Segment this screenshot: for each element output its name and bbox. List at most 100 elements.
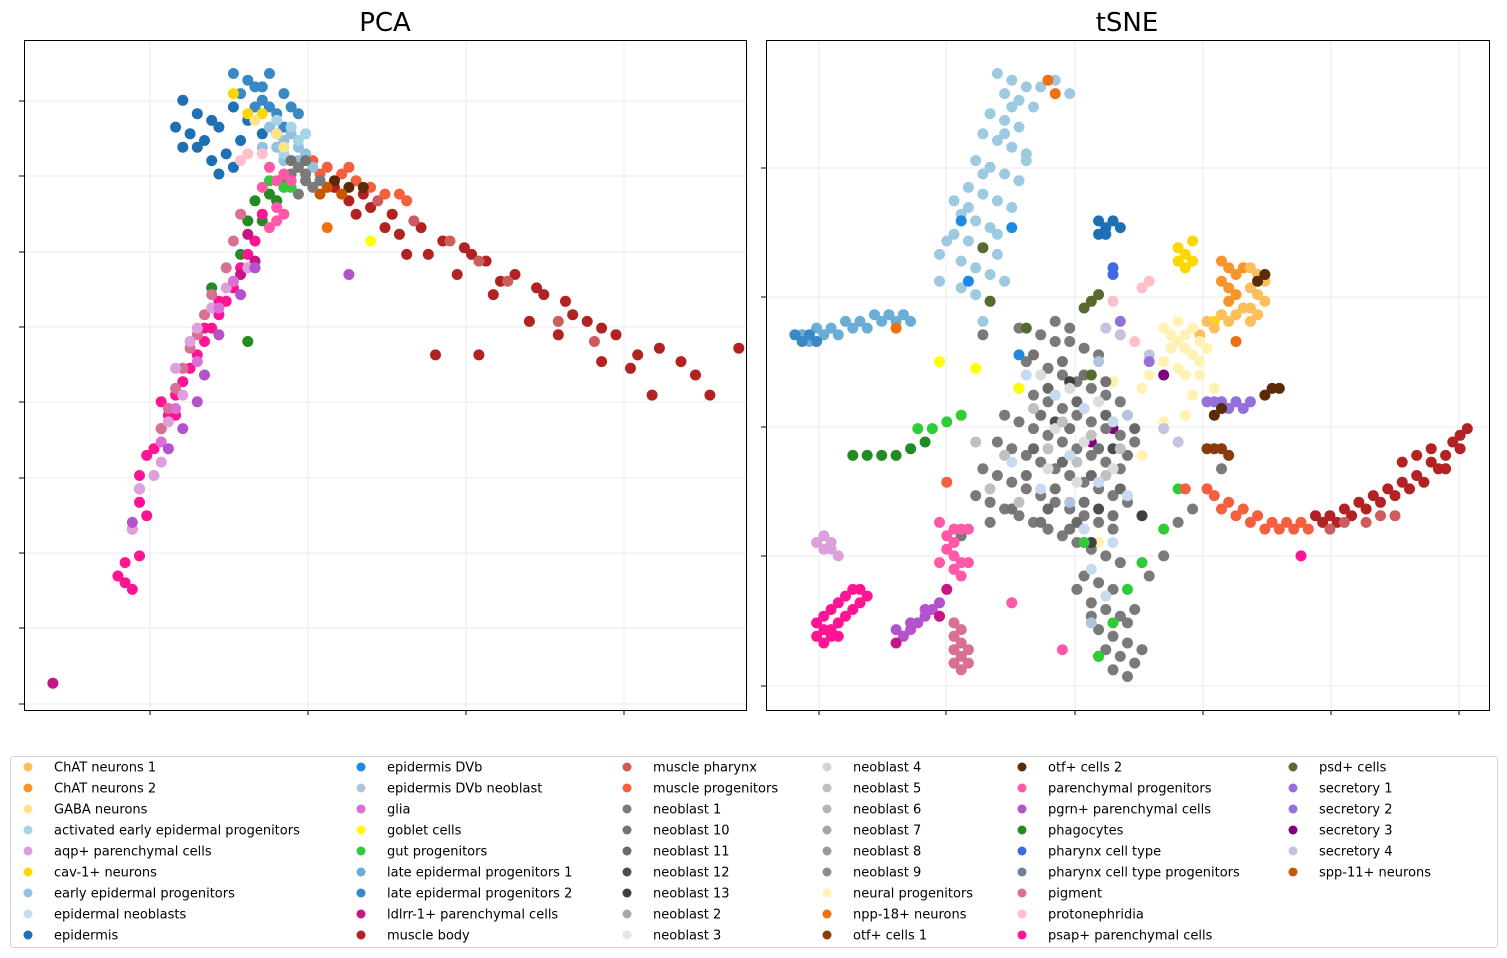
point-protonephridia	[235, 155, 247, 167]
point-neural-progenitors	[1208, 382, 1220, 394]
point-goblet-cells	[934, 356, 945, 368]
point-epidermis	[213, 168, 225, 180]
legend-marker-otf-cells-2	[1017, 762, 1027, 772]
point-neoblast-11	[1100, 409, 1112, 421]
point-muscle-body	[625, 362, 636, 374]
point-chat-neurons-2	[1216, 255, 1227, 267]
point-muscle-body	[596, 356, 608, 368]
point-secretory-1	[1230, 396, 1242, 408]
point-neoblast-10	[1035, 409, 1047, 421]
point-psap-parenchymal-cells	[148, 443, 160, 455]
tsne-title: tSNE	[1096, 8, 1159, 38]
point-neoblast-1	[300, 168, 312, 180]
point-activated-early-epidermal-progenitors	[962, 181, 974, 193]
point-aqp-parenchymal-cells	[162, 416, 174, 428]
point-activated-early-epidermal-progenitors	[962, 235, 974, 247]
point-phagocytes	[242, 215, 254, 227]
point-epidermis	[191, 141, 203, 153]
point-muscle-body	[1461, 423, 1473, 435]
point-neoblast-10	[285, 155, 297, 167]
point-psap-parenchymal-cells	[811, 617, 823, 629]
point-cav-1-neurons	[1172, 255, 1184, 267]
legend-marker-neoblast-4	[822, 762, 832, 772]
point-cav-1-neurons	[1179, 248, 1191, 260]
point-neoblast-1	[1100, 550, 1112, 562]
point-psd-cells	[1093, 289, 1105, 301]
point-muscle-progenitors	[1201, 483, 1213, 495]
point-late-epidermal-progenitors-1	[832, 329, 844, 341]
point-parenchymal-progenitors	[271, 215, 283, 227]
point-neural-progenitors	[1136, 382, 1148, 394]
point-pigment	[962, 644, 974, 656]
point-late-epidermal-progenitors-2	[292, 108, 304, 120]
point-muscle-body	[1425, 456, 1437, 468]
point-muscle-body	[1440, 463, 1452, 475]
point-epidermis	[227, 161, 239, 173]
legend-marker-ldlrr-1-parenchymal-cells	[356, 909, 366, 919]
point-neoblast-3	[1064, 382, 1076, 394]
point-psd-cells	[977, 242, 989, 254]
point-muscle-pharynx	[502, 275, 514, 287]
point-protonephridia	[242, 148, 254, 160]
point-activated-early-epidermal-progenitors	[991, 68, 1003, 79]
point-psap-parenchymal-cells	[854, 597, 866, 609]
point-phagocytes	[242, 336, 254, 347]
point-chat-neurons-1	[1201, 315, 1213, 327]
point-neural-progenitors	[1194, 369, 1206, 381]
point-neoblast-1	[1100, 423, 1112, 435]
point-neoblast-1	[1129, 604, 1141, 615]
point-parenchymal-progenitors	[285, 175, 297, 187]
point-glia	[170, 403, 182, 414]
point-muscle-body	[1404, 483, 1415, 495]
point-muscle-progenitors	[1259, 523, 1271, 535]
point-otf-cells-2	[1252, 275, 1264, 287]
point-epidermis	[1107, 215, 1119, 227]
legend-label-epidermis-dvb-neoblast: epidermis DVb neoblast	[387, 782, 542, 797]
point-gut-progenitors	[912, 423, 924, 435]
point-late-epidermal-progenitors-2	[227, 68, 239, 79]
point-npp-18-neurons	[890, 322, 902, 334]
point-activated-early-epidermal-progenitors	[285, 121, 297, 133]
point-neoblast-1	[1093, 516, 1105, 528]
point-activated-early-epidermal-progenitors	[955, 282, 967, 294]
point-neoblast-1	[1006, 476, 1018, 488]
legend-label-pharynx-cell-type: pharynx cell type	[1048, 845, 1161, 860]
legend-marker-psap-parenchymal-cells	[1017, 930, 1027, 940]
point-neoblast-11	[1114, 483, 1126, 495]
point-epidermis-dvb-neoblast	[1064, 496, 1076, 508]
point-late-epidermal-progenitors-1	[861, 322, 873, 334]
point-muscle-body	[430, 349, 441, 361]
point-muscle-body	[393, 228, 405, 240]
point-phagocytes	[905, 443, 917, 455]
point-neoblast-1	[999, 409, 1011, 421]
legend-marker-neoblast-1	[622, 804, 632, 814]
point-psap-parenchymal-cells	[832, 597, 844, 609]
point-neoblast-1	[1056, 436, 1068, 448]
point-activated-early-epidermal-progenitors	[1013, 175, 1025, 187]
point-activated-early-epidermal-progenitors	[984, 269, 996, 280]
tsne-points	[789, 68, 1473, 682]
legend-label-protonephridia: protonephridia	[1048, 908, 1144, 923]
point-spp-11-neurons	[336, 188, 348, 200]
point-gut-progenitors	[1158, 523, 1170, 535]
point-neoblast-1	[1049, 315, 1061, 327]
point-neoblast-1	[1085, 382, 1097, 394]
point-muscle-body	[704, 389, 716, 401]
point-neoblast-1	[1056, 403, 1068, 414]
point-chat-neurons-2	[1230, 269, 1242, 280]
point-neoblast-1	[1216, 463, 1227, 475]
point-cav-1-neurons	[1187, 255, 1199, 267]
point-neoblast-10	[1064, 523, 1076, 535]
point-ldlrr-1-parenchymal-cells	[47, 677, 59, 689]
point-chat-neurons-1	[1244, 315, 1256, 327]
point-neoblast-1	[977, 463, 989, 475]
point-neoblast-1	[1129, 657, 1141, 669]
point-otf-cells-2	[1208, 409, 1220, 421]
point-activated-early-epidermal-progenitors	[1064, 88, 1076, 100]
point-muscle-body	[473, 349, 485, 361]
point-neoblast-11	[1042, 503, 1054, 515]
point-neoblast-1	[1020, 356, 1032, 368]
point-aqp-parenchymal-cells	[191, 322, 203, 334]
point-muscle-body	[458, 242, 470, 254]
